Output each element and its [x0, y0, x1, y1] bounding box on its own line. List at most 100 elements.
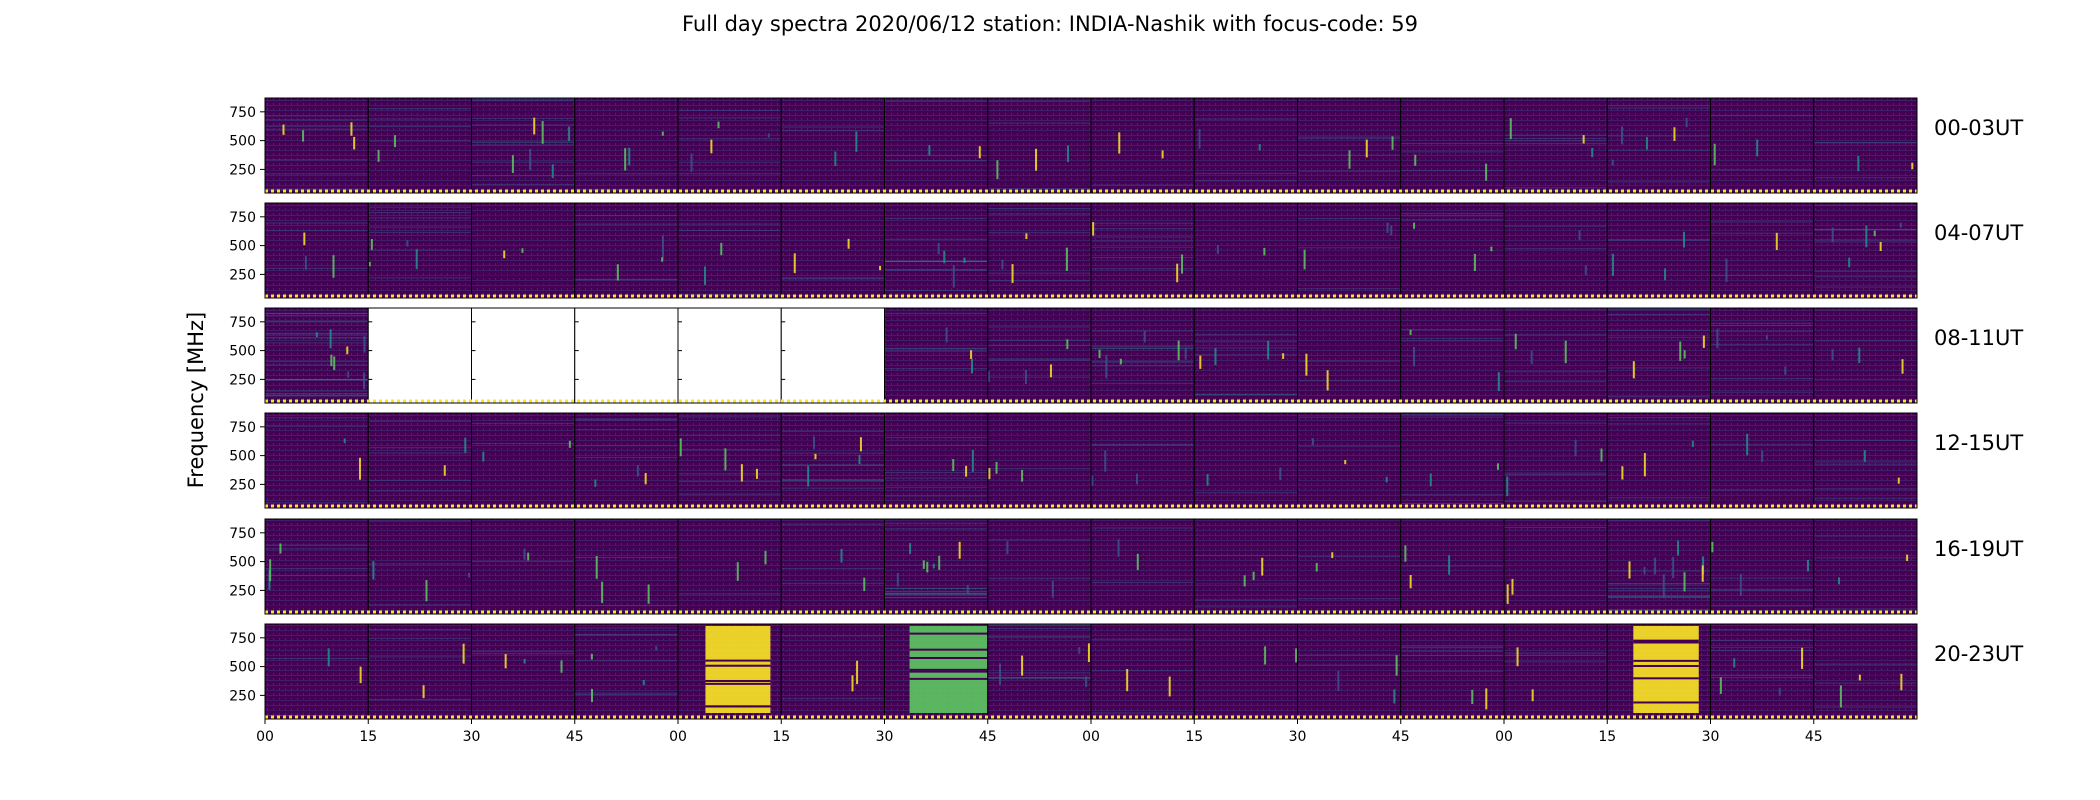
- y-tick-label: 750: [229, 315, 256, 331]
- row-16-19ut: 250 500 750 16-19UT: [229, 518, 2023, 615]
- row-frame: [264, 202, 1918, 299]
- spectrum-panel: [1606, 412, 1711, 509]
- spectrum-panel: [884, 97, 989, 194]
- spectrum-panel: [1400, 307, 1505, 404]
- spectrum-panel: [987, 412, 1092, 509]
- x-tick-label: 45: [1392, 729, 1410, 745]
- x-tick-label: 15: [1185, 729, 1203, 745]
- y-tick-label: 750: [229, 105, 256, 121]
- y-tick-label: 500: [229, 344, 256, 360]
- spectrum-panel: [1606, 518, 1711, 615]
- spectrum-panel: [1090, 623, 1195, 720]
- page-title: Full day spectra 2020/06/12 station: IND…: [682, 12, 1418, 36]
- row-frame: [264, 307, 1918, 404]
- x-tick-label: 15: [359, 729, 377, 745]
- spectrum-panel: [1710, 97, 1815, 194]
- spectrum-panel: [1400, 412, 1505, 509]
- x-tick-label: 00: [256, 729, 274, 745]
- y-tick-label: 250: [229, 583, 256, 599]
- row-label: 20-23UT: [1934, 642, 2023, 666]
- x-tick-label: 30: [463, 729, 481, 745]
- spectrum-panel: [264, 307, 369, 404]
- spectrum-panel: [780, 518, 885, 615]
- y-tick-label: 250: [229, 162, 256, 178]
- x-tick-label: 45: [566, 729, 584, 745]
- spectrum-panel: [367, 518, 472, 615]
- empty-panel: [471, 307, 576, 404]
- spectrum-panel: [677, 202, 782, 299]
- y-tick-label: 250: [229, 477, 256, 493]
- spectrum-panel: [1710, 202, 1815, 299]
- spectrum-panel: [884, 202, 989, 299]
- spectrum-panel: [780, 97, 885, 194]
- row-frame: [264, 518, 1918, 615]
- spectrum-panel: [1193, 412, 1298, 509]
- row-12-15ut: 250 500 750 12-15UT: [229, 412, 2023, 509]
- spectrum-panel: [574, 202, 679, 299]
- spectrum-panel: [264, 202, 369, 299]
- spectrum-panel: [1710, 623, 1815, 720]
- spectrum-panel: [987, 623, 1092, 720]
- spectrum-panel: [367, 202, 472, 299]
- spectrum-panel: [1503, 202, 1608, 299]
- spectrum-panel: [1606, 97, 1711, 194]
- spectrum-panel: [264, 518, 369, 615]
- spectrum-panel: [780, 623, 885, 720]
- spectrum-panel: [1297, 307, 1402, 404]
- spectrum-panel: [780, 307, 885, 404]
- y-tick-label: 250: [229, 688, 256, 704]
- spectrum-panel: [1090, 307, 1195, 404]
- spectrum-panel: [1193, 307, 1298, 404]
- spectrum-panel: [1400, 623, 1505, 720]
- x-tick-label: 30: [1289, 729, 1307, 745]
- spectrum-panel: [574, 97, 679, 194]
- y-tick-label: 250: [229, 372, 256, 388]
- row-frame: [264, 412, 1918, 509]
- y-tick-label: 750: [229, 210, 256, 226]
- spectrum-panel: [677, 412, 782, 509]
- row-00-03ut: 250 500 750 00-03UT: [229, 97, 2023, 194]
- spectrum-panel: [471, 202, 576, 299]
- spectrum-panel: [987, 518, 1092, 615]
- spectrum-panel: [677, 97, 782, 194]
- row-frame: [264, 97, 1918, 194]
- spectrum-panel: [1710, 307, 1815, 404]
- spectrum-panel: [780, 412, 885, 509]
- x-tick-label: 30: [876, 729, 894, 745]
- spectrum-panel: [574, 518, 679, 615]
- spectrum-panel: [1090, 202, 1195, 299]
- spectrum-panel: [1297, 97, 1402, 194]
- spectrum-panel: [264, 623, 369, 720]
- spectrum-panel: [471, 97, 576, 194]
- row-20-23ut: 250 500 750 20-23UT: [229, 623, 2023, 720]
- row-label: 08-11UT: [1934, 326, 2023, 350]
- row-label: 04-07UT: [1934, 221, 2023, 245]
- row-label: 12-15UT: [1934, 431, 2023, 455]
- y-tick-label: 750: [229, 526, 256, 542]
- x-tick-label: 00: [1082, 729, 1100, 745]
- spectrum-panel: [1813, 518, 1918, 615]
- spectrum-panel: [471, 307, 576, 404]
- spectrum-panel: [1606, 307, 1711, 404]
- spectrum-panel: [1297, 518, 1402, 615]
- x-tick-label: 30: [1702, 729, 1720, 745]
- spectrum-panel: [1606, 202, 1711, 299]
- y-tick-label: 750: [229, 631, 256, 647]
- spectrum-panel: [471, 412, 576, 509]
- y-tick-label: 750: [229, 420, 256, 436]
- spectrum-panel: [471, 623, 576, 720]
- y-tick-label: 500: [229, 134, 256, 150]
- spectrum-panel: [677, 307, 782, 404]
- spectrum-panel: [987, 307, 1092, 404]
- spectrum-panel: [1710, 412, 1815, 509]
- spectrum-panel: [1503, 97, 1608, 194]
- row-08-11ut: 250 500 750 08-11UT: [229, 307, 2023, 404]
- spectrum-panel: [264, 97, 369, 194]
- spectrum-panel: [1400, 202, 1505, 299]
- empty-panel: [677, 307, 782, 404]
- x-tick-label: 00: [1495, 729, 1513, 745]
- empty-panel: [367, 307, 472, 404]
- spectrum-panel: [1503, 623, 1608, 720]
- spectrum-panel: [471, 518, 576, 615]
